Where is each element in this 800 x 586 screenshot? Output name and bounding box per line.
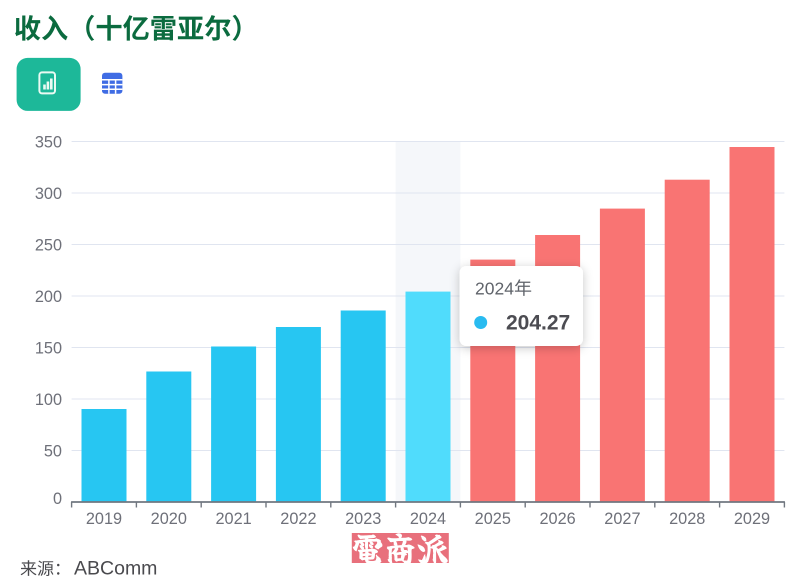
svg-text:2024: 2024 <box>410 510 446 528</box>
svg-text:2022: 2022 <box>280 510 316 528</box>
svg-text:2019: 2019 <box>86 510 122 528</box>
svg-text:100: 100 <box>35 391 62 409</box>
svg-text:2026: 2026 <box>539 510 575 528</box>
svg-text:ABComm: ABComm <box>74 558 157 580</box>
svg-text:204.27: 204.27 <box>506 312 570 335</box>
svg-text:50: 50 <box>44 443 62 461</box>
svg-text:2029: 2029 <box>734 510 770 528</box>
svg-text:300: 300 <box>35 185 62 203</box>
svg-text:350: 350 <box>35 134 62 152</box>
svg-text:2020: 2020 <box>151 510 187 528</box>
svg-text:2028: 2028 <box>669 510 705 528</box>
svg-text:2027: 2027 <box>604 510 640 528</box>
svg-text:2023: 2023 <box>345 510 381 528</box>
svg-text:250: 250 <box>35 237 62 255</box>
svg-text:2025: 2025 <box>475 510 511 528</box>
svg-text:200: 200 <box>35 288 62 306</box>
svg-text:2024: 2024 <box>475 279 514 299</box>
svg-text:2021: 2021 <box>215 510 251 528</box>
svg-text:0: 0 <box>53 490 62 508</box>
svg-text:150: 150 <box>35 340 62 358</box>
